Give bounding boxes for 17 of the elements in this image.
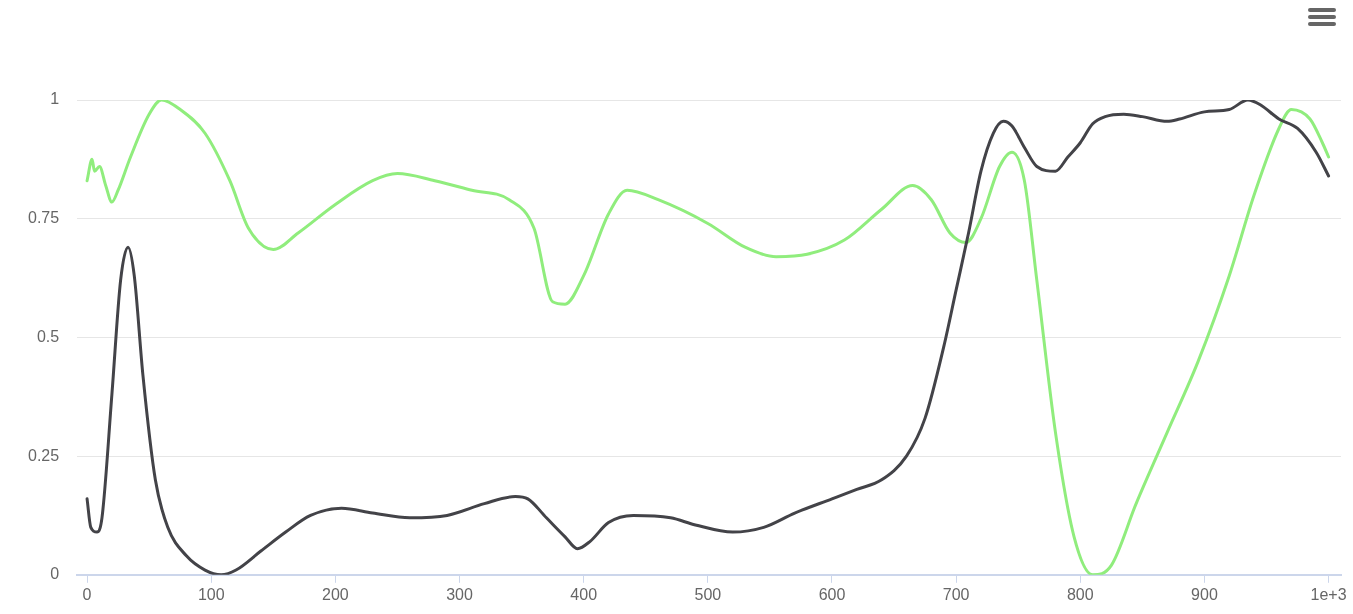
y-tick-label: 0.25 xyxy=(28,446,60,464)
y-tick-label: 1 xyxy=(50,90,60,108)
x-tick-label: 500 xyxy=(694,585,722,603)
x-tick-label: 0 xyxy=(82,585,92,603)
x-tick-label: 600 xyxy=(818,585,846,603)
x-tick-label: 100 xyxy=(197,585,225,603)
y-tick-label: 0.75 xyxy=(28,209,60,227)
y-tick-label: 0 xyxy=(50,565,60,583)
x-tick-label: 800 xyxy=(1066,585,1094,603)
x-tick-label: 1e+3 xyxy=(1310,585,1347,603)
x-tick-label: 300 xyxy=(446,585,473,603)
x-tick-label: 400 xyxy=(570,585,598,603)
line-series xyxy=(85,100,1331,575)
x-tick-label: 900 xyxy=(1191,585,1218,603)
x-tick-label: 200 xyxy=(322,585,349,603)
x-tick-label: 700 xyxy=(942,585,970,603)
y-tick-label: 0.5 xyxy=(36,327,60,345)
